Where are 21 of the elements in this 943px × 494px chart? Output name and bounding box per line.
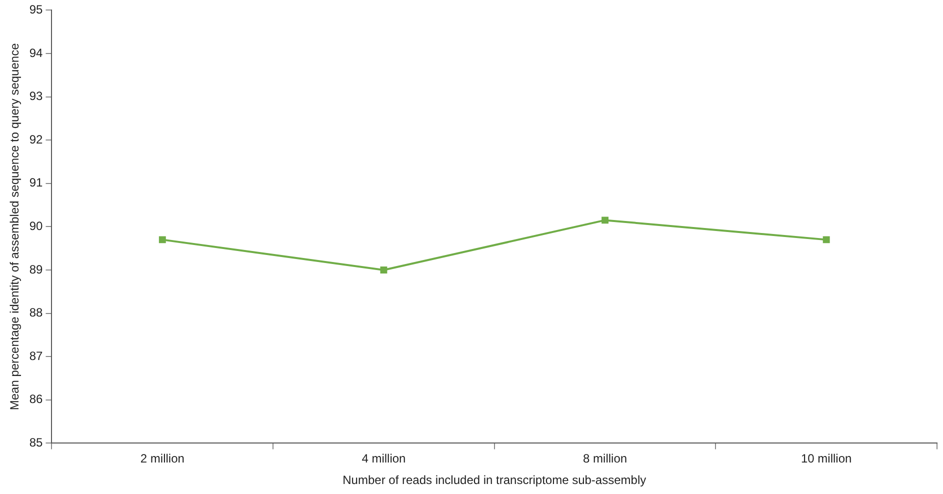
y-tick-label: 86 bbox=[29, 392, 44, 406]
y-tick-label: 92 bbox=[29, 132, 44, 146]
point bbox=[822, 236, 830, 244]
point bbox=[380, 266, 388, 274]
y-tick-label: 93 bbox=[29, 89, 44, 104]
y-tick-label: 85 bbox=[29, 436, 44, 450]
y-tick-label: 87 bbox=[29, 348, 44, 363]
y-tick-label: 88 bbox=[29, 306, 44, 320]
x-axis-title: Number of reads included in transcriptome sub-assembly bbox=[342, 473, 646, 488]
y-tick-label: 90 bbox=[29, 219, 44, 234]
y-tick-label: 94 bbox=[29, 46, 44, 60]
y-tick-label: 91 bbox=[29, 176, 44, 190]
y-tick-label: 89 bbox=[29, 262, 44, 276]
x-tick-label: 10 million bbox=[800, 452, 852, 466]
x-tick-label: 2 million bbox=[140, 452, 184, 466]
x-tick-label: 4 million bbox=[362, 452, 406, 466]
y-axis-title: Mean percentage identity of assembled sequence to query sequence bbox=[8, 42, 22, 410]
point bbox=[602, 216, 609, 224]
point bbox=[158, 236, 166, 244]
x-tick-label: 8 million bbox=[583, 452, 628, 466]
y-tick-label: 95 bbox=[29, 2, 44, 17]
